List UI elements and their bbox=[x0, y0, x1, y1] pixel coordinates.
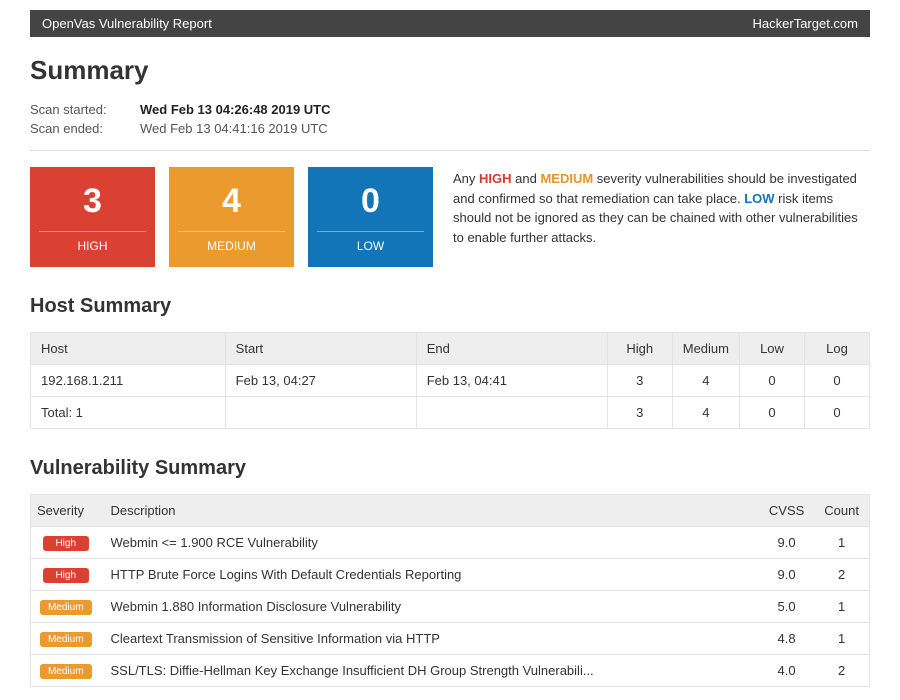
scan-ended-row: Scan ended: Wed Feb 13 04:41:16 2019 UTC bbox=[30, 121, 870, 136]
scan-started-row: Scan started: Wed Feb 13 04:26:48 2019 U… bbox=[30, 102, 870, 117]
col-end: End bbox=[416, 333, 607, 365]
medium-keyword: MEDIUM bbox=[540, 171, 593, 186]
col-log: Log bbox=[805, 333, 870, 365]
topbar: OpenVas Vulnerability Report HackerTarge… bbox=[30, 10, 870, 37]
col-severity: Severity bbox=[31, 495, 101, 527]
summary-heading: Summary bbox=[30, 55, 870, 86]
severity-badge: Medium bbox=[40, 600, 92, 615]
severity-badge: Medium bbox=[40, 664, 92, 679]
divider bbox=[30, 150, 870, 151]
vuln-summary-heading: Vulnerability Summary bbox=[30, 457, 870, 480]
col-cvss: CVSS bbox=[759, 495, 814, 527]
severity-badge: Medium bbox=[40, 632, 92, 647]
severity-card-medium: 4 MEDIUM bbox=[169, 167, 294, 267]
severity-low-label: LOW bbox=[317, 231, 423, 253]
col-description: Description bbox=[101, 495, 759, 527]
severity-medium-label: MEDIUM bbox=[178, 231, 284, 253]
scan-started-label: Scan started: bbox=[30, 102, 140, 117]
table-row: HighWebmin <= 1.900 RCE Vulnerability9.0… bbox=[31, 527, 870, 559]
high-keyword: HIGH bbox=[479, 171, 512, 186]
table-row: MediumSSL/TLS: Diffie-Hellman Key Exchan… bbox=[31, 655, 870, 687]
col-medium: Medium bbox=[672, 333, 739, 365]
table-total-row: Total: 13400 bbox=[31, 397, 870, 429]
severity-card-low: 0 LOW bbox=[308, 167, 433, 267]
col-low: Low bbox=[740, 333, 805, 365]
severity-badge: High bbox=[43, 536, 89, 551]
report-source: HackerTarget.com bbox=[753, 16, 858, 31]
severity-medium-count: 4 bbox=[222, 182, 241, 221]
table-row: MediumCleartext Transmission of Sensitiv… bbox=[31, 623, 870, 655]
table-row: MediumWebmin 1.880 Information Disclosur… bbox=[31, 591, 870, 623]
col-count: Count bbox=[814, 495, 869, 527]
col-host: Host bbox=[31, 333, 226, 365]
table-row: HighHTTP Brute Force Logins With Default… bbox=[31, 559, 870, 591]
severity-badge: High bbox=[43, 568, 89, 583]
scan-ended-label: Scan ended: bbox=[30, 121, 140, 136]
host-summary-table: Host Start End High Medium Low Log 192.1… bbox=[30, 332, 870, 429]
severity-low-count: 0 bbox=[361, 182, 380, 221]
col-start: Start bbox=[225, 333, 416, 365]
severity-explanation: Any HIGH and MEDIUM severity vulnerabili… bbox=[453, 167, 870, 267]
low-keyword: LOW bbox=[744, 191, 774, 206]
table-row: 192.168.1.211Feb 13, 04:27Feb 13, 04:413… bbox=[31, 365, 870, 397]
vuln-summary-table: Severity Description CVSS Count HighWebm… bbox=[30, 494, 870, 687]
scan-started-value: Wed Feb 13 04:26:48 2019 UTC bbox=[140, 102, 331, 117]
severity-high-label: HIGH bbox=[39, 231, 145, 253]
scan-ended-value: Wed Feb 13 04:41:16 2019 UTC bbox=[140, 121, 328, 136]
col-high: High bbox=[607, 333, 672, 365]
report-title: OpenVas Vulnerability Report bbox=[42, 16, 212, 31]
severity-card-high: 3 HIGH bbox=[30, 167, 155, 267]
severity-high-count: 3 bbox=[83, 182, 102, 221]
host-summary-heading: Host Summary bbox=[30, 295, 870, 318]
